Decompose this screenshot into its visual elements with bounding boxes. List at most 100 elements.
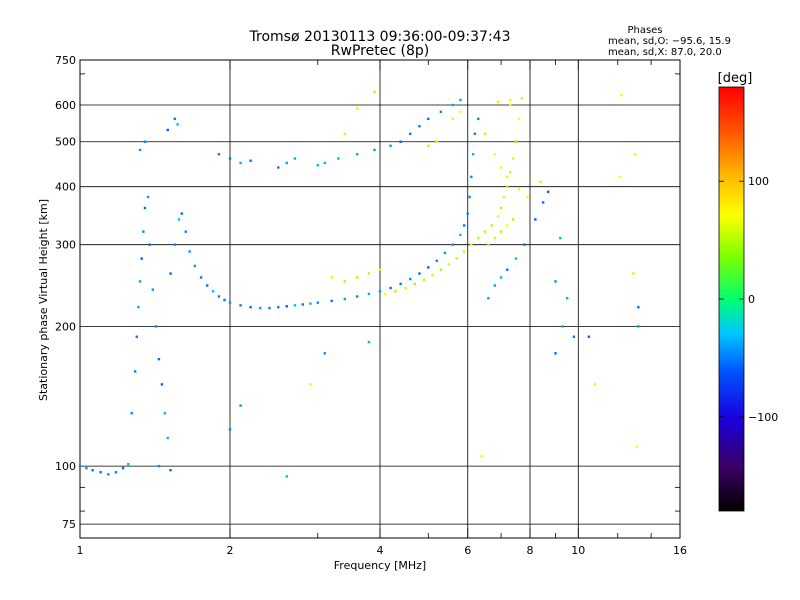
o-mode-point [199,276,203,279]
o-mode-point [418,125,421,128]
x-mode-point [620,93,623,97]
o-mode-point [565,297,569,300]
o-mode-point [293,157,297,160]
y-tick-label: 750 [55,54,76,67]
o-mode-point [337,157,340,160]
x-mode-point [343,132,347,136]
o-mode-point [487,297,490,300]
o-mode-point [177,218,181,221]
x-mode-point [493,236,497,240]
x-mode-point [422,278,426,282]
x-mode-point [394,290,397,293]
o-mode-point [316,301,319,304]
x-mode-point [373,90,376,94]
o-mode-point [323,161,327,165]
o-mode-point [217,295,221,298]
o-mode-point [466,212,469,215]
o-mode-point [493,284,497,287]
y-axis-label: Stationary phase Virtual Height [km] [37,199,50,401]
o-mode-point [367,340,371,344]
o-mode-point [473,132,477,136]
x-mode-point [635,445,638,449]
o-mode-point [184,230,187,233]
o-mode-point [169,468,172,472]
x-tick-label: 10 [571,544,585,557]
x-tick-label: 2 [227,544,234,557]
x-mode-point [427,144,430,147]
o-mode-point [435,259,438,262]
o-mode-point [259,306,262,310]
o-mode-point [427,117,430,121]
o-mode-point [78,464,82,468]
o-mode-point [135,335,138,338]
o-mode-point [367,292,371,296]
y-tick-label: 400 [55,181,76,194]
o-mode-point [546,190,550,194]
o-mode-point [330,299,333,303]
o-mode-point [142,230,145,233]
o-mode-point [239,404,242,407]
o-mode-point [169,272,172,275]
colorbar-tick-label: −100 [748,411,778,424]
o-mode-point [91,468,94,472]
o-mode-point [343,297,347,301]
o-mode-point [127,462,130,466]
o-mode-point [143,206,147,210]
x-tick-label: 16 [673,544,687,557]
o-mode-point [399,140,402,143]
grid-lines [80,59,680,538]
stats-line-x: mean, sd,X: 87.0, 20.0 [608,47,722,58]
o-mode-point [277,305,280,309]
o-mode-point [637,325,640,328]
o-mode-point [249,159,252,162]
o-mode-point [188,250,191,253]
o-mode-point [146,195,150,199]
x-mode-point [470,243,473,246]
o-mode-point [205,284,209,287]
stats-line-o: mean, sd,O: −95.6, 15.9 [608,36,731,47]
y-tick-label: 500 [55,136,76,149]
x-mode-point [520,97,523,100]
o-mode-point [468,195,471,199]
o-mode-point [451,103,455,107]
o-mode-point [140,257,143,260]
o-mode-point [193,264,197,268]
o-mode-point [587,335,591,338]
colorbar-tick-label: 100 [748,175,769,188]
o-mode-point [138,280,142,283]
o-mode-point [133,370,137,373]
x-mode-point [343,280,347,283]
x-mode-point [508,98,512,102]
y-tick-label: 600 [55,99,76,112]
x-mode-point [511,157,515,160]
x-mode-point [413,282,417,286]
o-mode-point [228,428,232,431]
o-mode-point [477,117,480,121]
o-mode-point [173,117,177,121]
x-mode-point [439,268,443,271]
o-mode-point [309,302,312,305]
x-mode-point [505,185,509,188]
o-mode-point [180,212,183,215]
axis-ticks [80,60,680,538]
x-tick-label: 4 [377,544,384,557]
x-mode-point [330,276,333,279]
o-mode-point [471,152,475,156]
x-mode-point [462,250,466,253]
x-mode-point [435,140,438,143]
o-mode-point [176,123,179,126]
x-mode-point [367,272,371,275]
o-mode-point [130,412,133,415]
x-mode-point [517,117,521,121]
x-mode-point [455,257,458,260]
x-mode-point [483,230,487,233]
x-mode-point [459,110,462,114]
o-mode-point [151,288,155,291]
x-mode-point [309,383,312,386]
o-mode-point [228,157,232,160]
o-mode-point [148,243,151,246]
o-mode-point [355,295,359,298]
x-mode-point [378,268,382,271]
o-mode-point [211,290,215,293]
x-mode-point [632,272,635,275]
